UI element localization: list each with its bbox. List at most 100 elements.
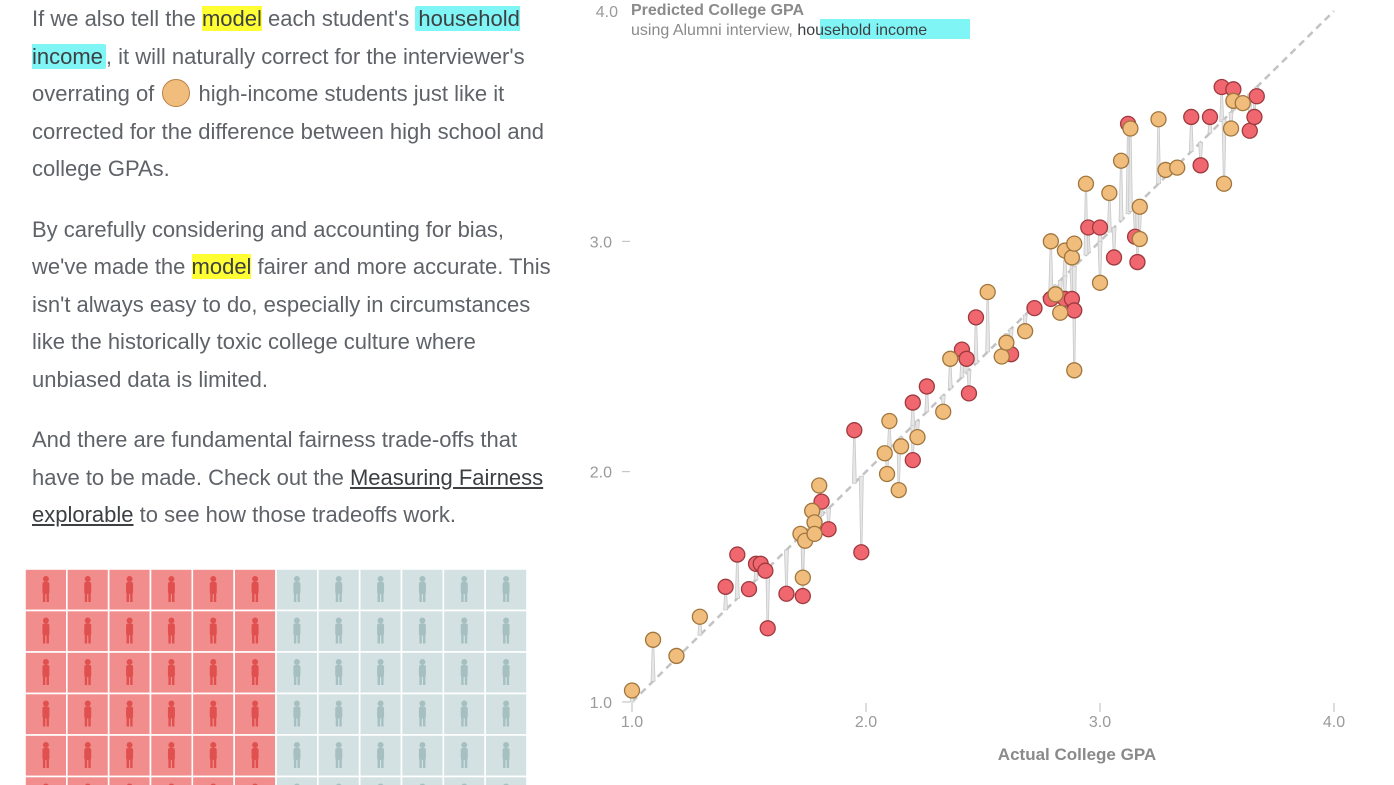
person-icon xyxy=(251,659,259,685)
person-icon xyxy=(42,576,50,602)
person-icon xyxy=(377,576,385,602)
low-income-student-dot xyxy=(1016,323,1034,340)
low-income-student-dot xyxy=(1066,362,1083,379)
low-income-student-dot xyxy=(1063,249,1081,266)
student-cell xyxy=(358,734,403,778)
low-income-student-dot xyxy=(1122,120,1139,137)
person-icon xyxy=(293,742,301,768)
person-icon xyxy=(126,659,134,685)
low-income-student-dot xyxy=(623,682,641,699)
high-income-student-dot xyxy=(1192,157,1209,174)
person-icon xyxy=(293,576,301,602)
student-cell xyxy=(358,775,403,785)
high-income-student-dot xyxy=(794,587,811,605)
student-cell xyxy=(275,775,319,785)
person-icon xyxy=(460,617,468,644)
chart-subtitle: using Alumni interview, household income xyxy=(631,22,927,39)
student-cell xyxy=(233,775,277,785)
person-icon xyxy=(167,742,175,768)
text-span: to see how those tradeoffs work. xyxy=(133,502,456,527)
paragraph-tradeoffs: And there are fundamental fairness trade… xyxy=(32,421,552,534)
high-income-student-dot xyxy=(1183,108,1200,126)
person-icon xyxy=(84,700,92,727)
person-icon xyxy=(126,617,134,644)
person-icon xyxy=(84,617,92,644)
low-income-student-dot xyxy=(1112,152,1130,169)
low-income-student-dot xyxy=(1234,94,1251,112)
person-icon xyxy=(42,742,50,768)
student-cell xyxy=(66,609,110,653)
person-icon xyxy=(335,617,343,644)
low-income-student-dot xyxy=(1077,175,1095,192)
y-tick-label: 4.0 xyxy=(596,4,618,21)
student-dots xyxy=(623,78,1265,699)
text-span: high-income students just like it correc… xyxy=(32,81,545,181)
high-income-student-dot xyxy=(1246,108,1263,126)
measuring-fairness-link[interactable]: Measuring Fairness explorable xyxy=(32,464,544,528)
low-income-student-dot xyxy=(1131,198,1148,215)
x-tick-label: 1.0 xyxy=(621,714,643,731)
person-icon xyxy=(209,742,217,768)
low-income-student-dot xyxy=(806,525,823,543)
person-icon xyxy=(418,617,426,644)
high-income-student-dot xyxy=(740,580,758,598)
high-income-student-dot xyxy=(853,544,870,561)
person-icon xyxy=(251,700,259,727)
person-icon xyxy=(418,659,426,685)
low-income-student-dot xyxy=(644,631,662,648)
high-income-student-dot xyxy=(717,578,734,595)
paragraph-income-correction: If we also tell the model each student's… xyxy=(32,0,552,188)
x-axis-title: Actual College GPA xyxy=(998,745,1156,764)
person-icon xyxy=(502,659,510,685)
text-span: And there are fundamental fairness trade… xyxy=(32,427,518,490)
high-income-student-dot xyxy=(846,422,863,439)
high-income-student-dot xyxy=(967,309,985,326)
prediction-stem xyxy=(858,475,864,553)
person-icon xyxy=(377,742,385,768)
person-icon xyxy=(126,576,134,602)
high-income-student-dot xyxy=(1201,108,1219,126)
person-icon xyxy=(251,617,259,644)
low-income-student-dot xyxy=(1047,286,1064,303)
low-income-student-dot xyxy=(878,465,896,483)
person-icon xyxy=(126,700,134,727)
low-income-student-dot xyxy=(909,428,926,446)
low-income-student-dot xyxy=(668,647,685,665)
person-icon xyxy=(42,617,50,644)
model-highlight: model xyxy=(201,6,262,31)
student-cell xyxy=(66,775,110,785)
high-income-student-dot xyxy=(960,385,978,402)
low-income-student-dot xyxy=(1091,274,1109,291)
person-icon xyxy=(460,659,468,685)
prediction-stem xyxy=(985,291,991,353)
article-text: If we also tell the model each student's… xyxy=(32,0,552,534)
person-icon xyxy=(460,700,468,727)
low-income-student-dot xyxy=(794,569,811,586)
person-icon xyxy=(335,742,343,768)
low-income-student-dot xyxy=(892,438,910,455)
student-cell xyxy=(191,775,235,785)
student-cell xyxy=(25,775,68,785)
person-icon xyxy=(84,659,92,685)
high-income-student-dot xyxy=(1066,302,1083,319)
high-income-student-dot xyxy=(918,378,935,395)
high-income-student-dot xyxy=(778,585,795,602)
low-income-student-dot xyxy=(881,412,898,430)
x-tick-label: 3.0 xyxy=(1089,714,1111,731)
student-people-grid xyxy=(25,569,527,785)
student-cell xyxy=(484,775,527,785)
person-icon xyxy=(418,576,426,602)
student-cell xyxy=(107,775,152,785)
person-icon xyxy=(42,659,50,685)
person-icon xyxy=(167,700,175,727)
paragraph-bias: By carefully considering and accounting … xyxy=(32,211,552,399)
low-income-student-dot xyxy=(1131,230,1148,248)
high-income-student-dot xyxy=(757,562,774,579)
y-tick-label: 1.0 xyxy=(590,695,612,712)
person-icon xyxy=(209,576,217,602)
student-cell xyxy=(317,775,361,785)
person-icon xyxy=(167,617,175,644)
person-icon xyxy=(42,700,50,727)
low-income-student-dot xyxy=(1222,120,1240,137)
person-icon xyxy=(460,742,468,768)
